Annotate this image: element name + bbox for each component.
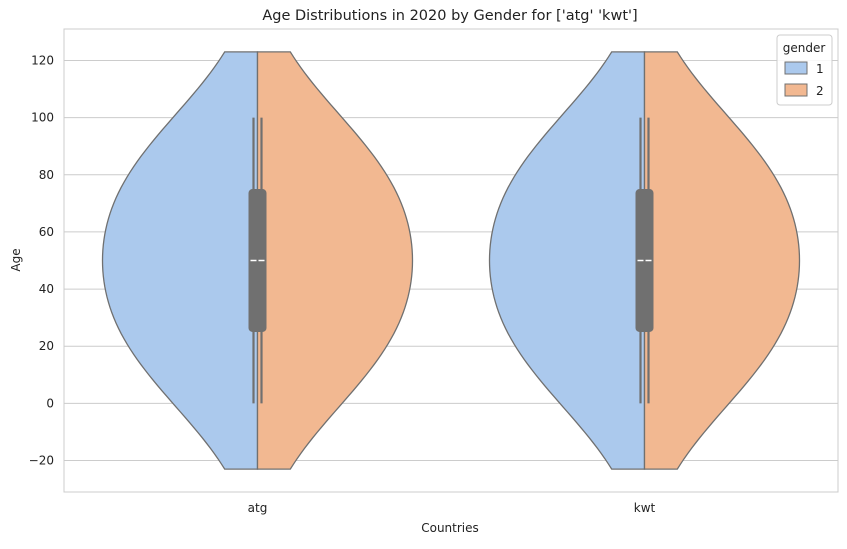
chart-title: Age Distributions in 2020 by Gender for …: [262, 8, 637, 24]
legend-swatch-2: [784, 83, 808, 97]
legend-title: gender: [783, 41, 826, 55]
y-tick-labels: −20 0 20 40 60 80 100 120: [29, 53, 54, 467]
violins: [101, 51, 801, 470]
y-tick-label: 20: [39, 339, 54, 353]
plot-frame: [63, 28, 839, 493]
violin-half-atg-1: [101, 51, 259, 470]
legend-label-2: 2: [816, 84, 824, 98]
y-tick-label: 120: [31, 53, 54, 67]
violin-half-kwt-1: [488, 51, 646, 470]
x-axis-label: Countries: [421, 521, 479, 535]
y-tick-label: 40: [39, 282, 54, 296]
x-tick-label: atg: [248, 501, 268, 515]
y-axis-label: Age: [9, 248, 23, 271]
y-tick-label: −20: [29, 454, 54, 468]
legend-swatch-1: [784, 61, 808, 75]
y-tick-label: 0: [46, 396, 54, 410]
violin-half-kwt-2: [643, 51, 801, 470]
legend: gender 12: [776, 34, 833, 106]
x-tick-labels: atg kwt: [248, 501, 656, 515]
x-tick-label: kwt: [634, 501, 656, 515]
legend-items: 12: [784, 61, 824, 98]
y-tick-label: 60: [39, 225, 54, 239]
violin-half-atg-2: [256, 51, 414, 470]
y-tick-label: 80: [39, 168, 54, 182]
iqr-box-kwt: [635, 189, 654, 332]
y-tick-label: 100: [31, 111, 54, 125]
legend-label-1: 1: [816, 62, 824, 76]
iqr-box-atg: [248, 189, 267, 332]
